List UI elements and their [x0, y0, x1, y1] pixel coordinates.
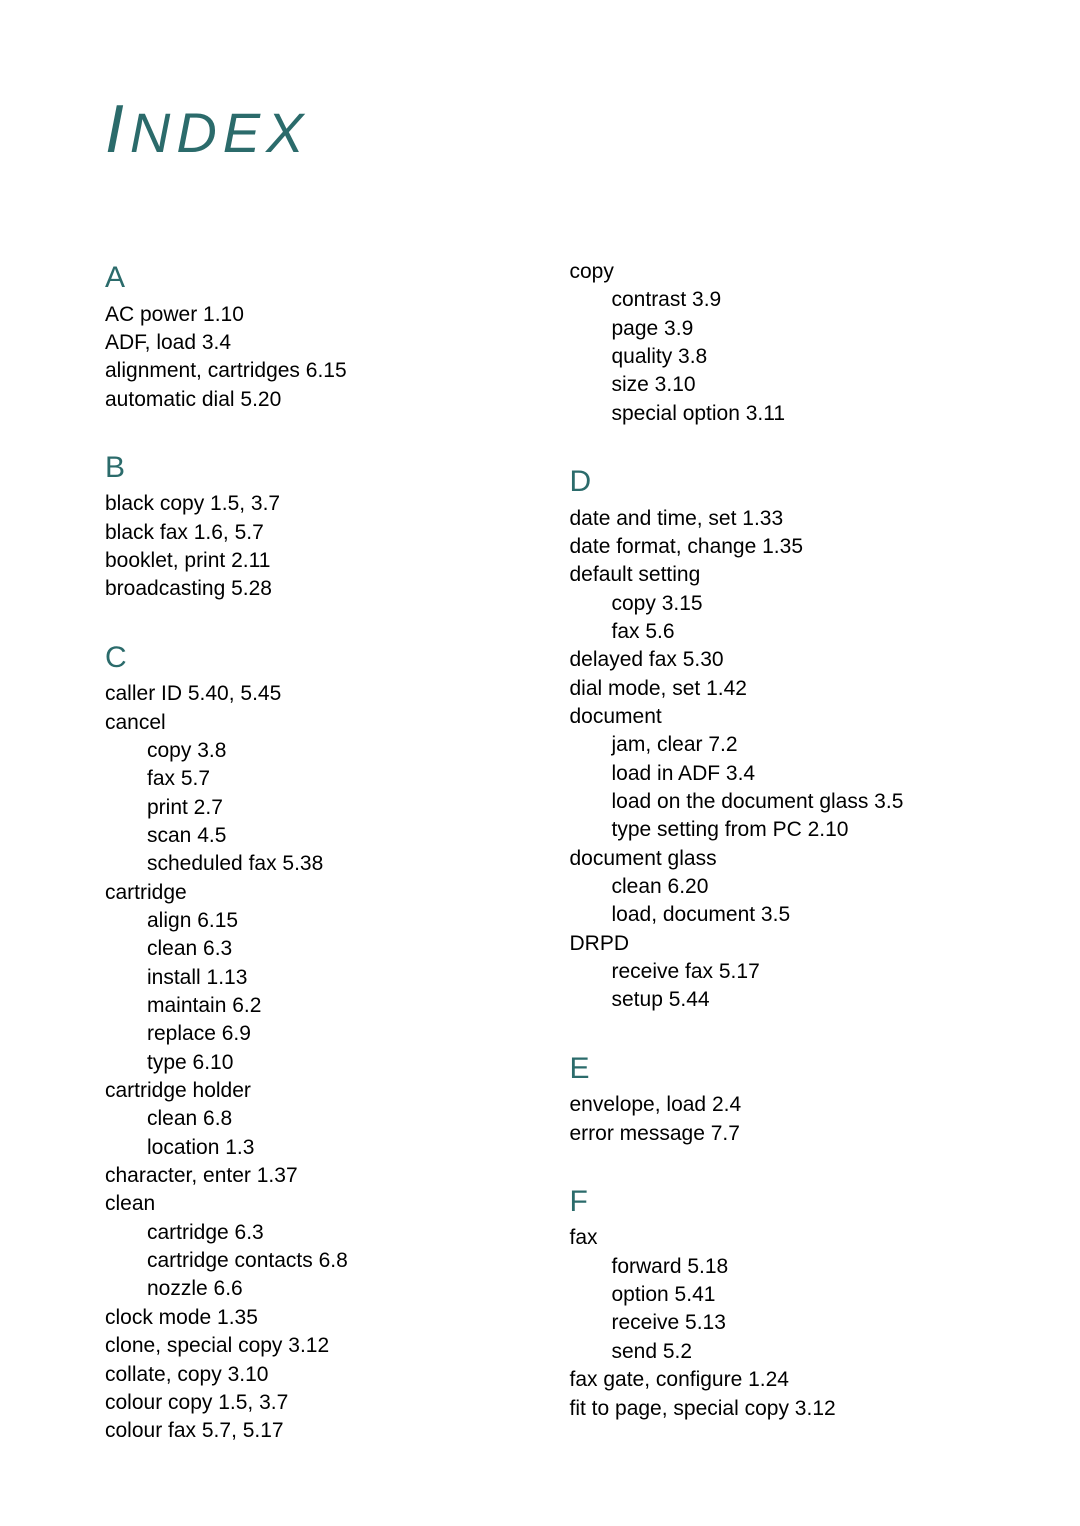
section-c: C caller ID 5.40, 5.45cancelcopy 3.8fax … [105, 638, 516, 1446]
section-c-lines: caller ID 5.40, 5.45cancelcopy 3.8fax 5.… [105, 680, 516, 1445]
title-rest: NDEX [130, 101, 310, 164]
index-entry: clean 6.3 [105, 935, 516, 963]
index-page: INDEX A AC power 1.10 ADF, load 3.4 alig… [0, 0, 1080, 1526]
index-entry: receive fax 5.17 [570, 958, 981, 986]
section-e-lines: envelope, load 2.4error message 7.7 [570, 1091, 981, 1148]
index-entry: load, document 3.5 [570, 901, 981, 929]
index-entry: nozzle 6.6 [105, 1275, 516, 1303]
index-entry: clean [105, 1190, 516, 1218]
index-entry: fax gate, configure 1.24 [570, 1366, 981, 1394]
index-entry: caller ID 5.40, 5.45 [105, 680, 516, 708]
index-entry: copy 3.15 [570, 590, 981, 618]
letter-heading-a: A [105, 258, 516, 299]
index-entry: black fax 1.6, 5.7 [105, 519, 516, 547]
index-entry: clock mode 1.35 [105, 1304, 516, 1332]
index-entry: cartridge [105, 879, 516, 907]
index-entry: envelope, load 2.4 [570, 1091, 981, 1119]
index-entry: receive 5.13 [570, 1309, 981, 1337]
index-entry: location 1.3 [105, 1134, 516, 1162]
left-column: A AC power 1.10 ADF, load 3.4 alignment,… [105, 258, 516, 1446]
index-entry: install 1.13 [105, 964, 516, 992]
index-entry: DRPD [570, 930, 981, 958]
index-entry: date format, change 1.35 [570, 533, 981, 561]
index-entry: copy 3.8 [105, 737, 516, 765]
index-entry: delayed fax 5.30 [570, 646, 981, 674]
title-first-letter: I [105, 91, 130, 167]
index-entry: align 6.15 [105, 907, 516, 935]
index-entry: black copy 1.5, 3.7 [105, 490, 516, 518]
index-entry: print 2.7 [105, 794, 516, 822]
index-entry: scheduled fax 5.38 [105, 850, 516, 878]
section-d: D date and time, set 1.33date format, ch… [570, 462, 981, 1015]
section-e: E envelope, load 2.4error message 7.7 [570, 1049, 981, 1148]
index-entry: page 3.9 [570, 315, 981, 343]
index-entry: clone, special copy 3.12 [105, 1332, 516, 1360]
index-entry: cartridge holder [105, 1077, 516, 1105]
page-title: INDEX [105, 90, 980, 168]
index-entry: load in ADF 3.4 [570, 760, 981, 788]
index-entry: type setting from PC 2.10 [570, 816, 981, 844]
index-entry: option 5.41 [570, 1281, 981, 1309]
section-f: F faxforward 5.18option 5.41receive 5.13… [570, 1182, 981, 1423]
index-entry: automatic dial 5.20 [105, 386, 516, 414]
index-entry: fax 5.6 [570, 618, 981, 646]
index-entry: size 3.10 [570, 371, 981, 399]
section-d-lines: date and time, set 1.33date format, chan… [570, 505, 981, 1015]
letter-heading-e: E [570, 1049, 981, 1090]
index-entry: cartridge contacts 6.8 [105, 1247, 516, 1275]
index-entry: cancel [105, 709, 516, 737]
index-entry: contrast 3.9 [570, 286, 981, 314]
right-column: copycontrast 3.9page 3.9quality 3.8size … [570, 258, 981, 1446]
index-entry: booklet, print 2.11 [105, 547, 516, 575]
index-entry: quality 3.8 [570, 343, 981, 371]
index-entry: document [570, 703, 981, 731]
index-entry: AC power 1.10 [105, 301, 516, 329]
index-entry: dial mode, set 1.42 [570, 675, 981, 703]
letter-heading-b: B [105, 448, 516, 489]
index-entry: jam, clear 7.2 [570, 731, 981, 759]
index-entry: special option 3.11 [570, 400, 981, 428]
index-entry: document glass [570, 845, 981, 873]
index-entry: send 5.2 [570, 1338, 981, 1366]
index-entry: collate, copy 3.10 [105, 1361, 516, 1389]
letter-heading-d: D [570, 462, 981, 503]
letter-heading-f: F [570, 1182, 981, 1223]
index-entry: error message 7.7 [570, 1120, 981, 1148]
index-entry: colour copy 1.5, 3.7 [105, 1389, 516, 1417]
index-entry: type 6.10 [105, 1049, 516, 1077]
index-entry: maintain 6.2 [105, 992, 516, 1020]
index-entry: alignment, cartridges 6.15 [105, 357, 516, 385]
section-b: B black copy 1.5, 3.7 black fax 1.6, 5.7… [105, 448, 516, 604]
index-entry: load on the document glass 3.5 [570, 788, 981, 816]
index-entry: fax [570, 1224, 981, 1252]
index-entry: setup 5.44 [570, 986, 981, 1014]
index-entry: forward 5.18 [570, 1253, 981, 1281]
index-columns: A AC power 1.10 ADF, load 3.4 alignment,… [105, 258, 980, 1446]
index-entry: copy [570, 258, 981, 286]
index-entry: fax 5.7 [105, 765, 516, 793]
section-f-lines: faxforward 5.18option 5.41receive 5.13se… [570, 1224, 981, 1422]
index-entry: clean 6.8 [105, 1105, 516, 1133]
index-entry: fit to page, special copy 3.12 [570, 1395, 981, 1423]
section-a: A AC power 1.10 ADF, load 3.4 alignment,… [105, 258, 516, 414]
index-entry: broadcasting 5.28 [105, 575, 516, 603]
index-entry: default setting [570, 561, 981, 589]
index-entry: date and time, set 1.33 [570, 505, 981, 533]
index-entry: clean 6.20 [570, 873, 981, 901]
section-copy-lines: copycontrast 3.9page 3.9quality 3.8size … [570, 258, 981, 428]
index-entry: cartridge 6.3 [105, 1219, 516, 1247]
index-entry: ADF, load 3.4 [105, 329, 516, 357]
index-entry: scan 4.5 [105, 822, 516, 850]
letter-heading-c: C [105, 638, 516, 679]
index-entry: colour fax 5.7, 5.17 [105, 1417, 516, 1445]
index-entry: character, enter 1.37 [105, 1162, 516, 1190]
section-copy: copycontrast 3.9page 3.9quality 3.8size … [570, 258, 981, 428]
index-entry: replace 6.9 [105, 1020, 516, 1048]
